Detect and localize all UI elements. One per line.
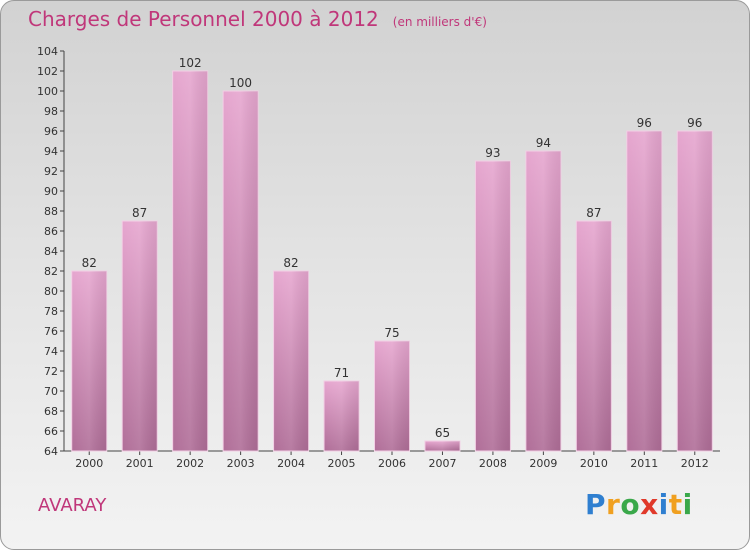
y-tick-label: 88 <box>44 205 58 218</box>
x-tick-label: 2008 <box>479 457 507 470</box>
logo-letter: P <box>585 488 607 521</box>
logo-letter: x <box>640 488 659 521</box>
y-tick-label: 94 <box>44 145 58 158</box>
x-tick-label: 2001 <box>126 457 154 470</box>
bar-sheen <box>576 221 612 451</box>
logo-letter: o <box>620 488 641 521</box>
x-tick-label: 2012 <box>681 457 709 470</box>
bar-sheen <box>273 271 309 451</box>
data-label: 93 <box>485 146 500 160</box>
logo-letter: i <box>682 488 693 521</box>
data-label: 71 <box>334 366 349 380</box>
y-tick-label: 102 <box>37 65 58 78</box>
y-tick-label: 66 <box>44 425 58 438</box>
logo-letter: t <box>668 488 683 521</box>
chart-title: Charges de Personnel 2000 à 2012 (en mill… <box>28 7 487 31</box>
x-tick-label: 2011 <box>630 457 658 470</box>
bar-sheen <box>172 71 208 451</box>
logo-letter: r <box>606 488 621 521</box>
x-tick-label: 2000 <box>75 457 103 470</box>
proxiti-logo: Proxiti <box>585 488 693 521</box>
data-label: 102 <box>179 56 202 70</box>
x-tick-label: 2006 <box>378 457 406 470</box>
bar-sheen <box>324 381 360 451</box>
y-tick-label: 68 <box>44 405 58 418</box>
logo-letter: i <box>658 488 669 521</box>
bar-sheen <box>525 151 561 451</box>
data-label: 87 <box>586 206 601 220</box>
axes: 64 66 68 70 72 74 76 78 80 82 84 86 88 90 92 94 96 98 100 1… <box>37 45 720 470</box>
y-tick-label: 92 <box>44 165 58 178</box>
data-label: 96 <box>687 116 702 130</box>
x-tick-label: 2003 <box>227 457 255 470</box>
bar-sheen <box>374 341 410 451</box>
bars-group <box>71 70 713 452</box>
data-label: 75 <box>384 326 399 340</box>
unit-note: (en milliers d'€) <box>392 15 487 29</box>
y-tick-label: 80 <box>44 285 58 298</box>
y-tick-label: 70 <box>44 385 58 398</box>
chart-title-text: Charges de Personnel 2000 à 2012 <box>28 7 379 31</box>
y-tick-label: 78 <box>44 305 58 318</box>
bar-sheen <box>626 131 662 451</box>
y-tick-label: 86 <box>44 225 58 238</box>
x-tick-label: 2004 <box>277 457 305 470</box>
x-tick-label: 2009 <box>529 457 557 470</box>
y-tick-label: 96 <box>44 125 58 138</box>
bar-sheen <box>223 91 259 451</box>
data-label: 87 <box>132 206 147 220</box>
y-tick-label: 82 <box>44 265 58 278</box>
data-label: 65 <box>435 426 450 440</box>
x-tick-label: 2002 <box>176 457 204 470</box>
y-tick-label: 104 <box>37 45 58 58</box>
commune-name: AVARAY <box>38 495 107 516</box>
bar-sheen <box>677 131 713 451</box>
y-tick-label: 64 <box>44 445 58 458</box>
y-tick-label: 90 <box>44 185 58 198</box>
data-label: 82 <box>82 256 97 270</box>
data-labels-group: 82 87 102 100 82 71 75 65 93 94 87 96 96 <box>82 56 703 440</box>
x-tick-label: 2007 <box>428 457 456 470</box>
x-tick-label: 2010 <box>580 457 608 470</box>
y-tick-label: 100 <box>37 85 58 98</box>
data-label: 96 <box>637 116 652 130</box>
y-tick-label: 84 <box>44 245 58 258</box>
y-tick-label: 98 <box>44 105 58 118</box>
data-label: 94 <box>536 136 551 150</box>
data-label: 100 <box>229 76 252 90</box>
y-tick-label: 76 <box>44 325 58 338</box>
bar-sheen <box>475 161 511 451</box>
bar-sheen <box>424 441 460 451</box>
data-label: 82 <box>283 256 298 270</box>
y-tick-label: 72 <box>44 365 58 378</box>
y-tick-label: 74 <box>44 345 58 358</box>
bar-sheen <box>71 271 107 451</box>
x-tick-label: 2005 <box>328 457 356 470</box>
bar-sheen <box>122 221 158 451</box>
